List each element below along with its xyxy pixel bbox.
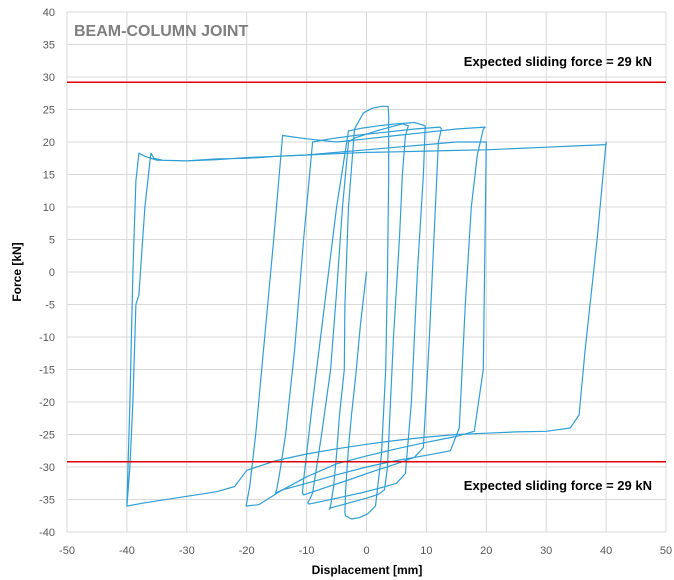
y-tick-label: -35 [39, 495, 55, 507]
y-tick-label: -40 [39, 527, 55, 539]
y-axis-title: Force [kN] [10, 242, 24, 301]
hysteresis-cycle-3 [307, 121, 426, 505]
y-tick-label: 30 [43, 72, 55, 84]
y-tick-label: -15 [39, 365, 55, 377]
x-tick-label: -10 [299, 545, 315, 557]
y-tick-label: 35 [43, 40, 55, 52]
x-tick-label: -20 [239, 545, 255, 557]
tick-labels: -50 -40 -30 -20 -10 0 10 20 30 40 5040353025201510… [39, 7, 672, 557]
x-tick-label: 30 [540, 545, 552, 557]
x-tick-label: -30 [179, 545, 195, 557]
y-tick-label: -5 [45, 300, 55, 312]
hysteresis-cycle-5 [274, 126, 486, 494]
series-layer [126, 105, 607, 520]
x-tick-label: -40 [119, 545, 135, 557]
y-tick-label: 40 [43, 7, 55, 19]
y-tick-label: 5 [49, 235, 55, 247]
hysteresis-cycle-1 [343, 105, 390, 520]
hysteresis-cycle-4 [301, 126, 442, 496]
y-tick-label: 25 [43, 105, 55, 117]
x-tick-label: 20 [480, 545, 492, 557]
gridlines [66, 11, 667, 533]
y-tick-label: 0 [49, 267, 55, 279]
y-tick-label: 20 [43, 137, 55, 149]
x-tick-label: 0 [363, 545, 369, 557]
x-tick-label: 40 [600, 545, 612, 557]
y-tick-label: 10 [43, 202, 55, 214]
y-tick-label: 15 [43, 170, 55, 182]
y-tick-label: -30 [39, 462, 55, 474]
x-tick-label: 50 [660, 545, 672, 557]
x-axis-title: Displacement [mm] [312, 563, 423, 577]
reference-lines [67, 81, 666, 463]
y-tick-label: -10 [39, 332, 55, 344]
hysteresis-cycle-7 [126, 141, 607, 507]
hysteresis-cycle-6 [245, 134, 487, 507]
y-tick-label: -25 [39, 430, 55, 442]
annotation-upper-sliding-force: Expected sliding force = 29 kN [464, 54, 652, 69]
y-tick-label: -20 [39, 397, 55, 409]
hysteresis-cycle-2 [328, 123, 409, 510]
x-tick-label: -50 [59, 545, 75, 557]
annotation-lower-sliding-force: Expected sliding force = 29 kN [464, 478, 652, 493]
x-tick-label: 10 [420, 545, 432, 557]
chart-title: BEAM-COLUMN JOINT [74, 23, 248, 40]
